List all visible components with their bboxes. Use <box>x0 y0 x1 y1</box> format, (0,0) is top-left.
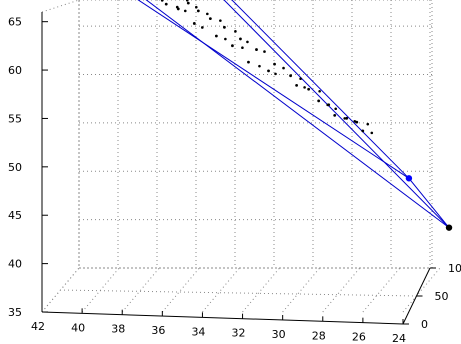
x-tick-label: 36 <box>151 324 165 337</box>
x-tick-label: 24 <box>392 332 406 344</box>
data-point <box>208 17 212 21</box>
data-point <box>201 26 204 29</box>
x-tick-label: 32 <box>232 327 246 340</box>
hull-vertex <box>445 224 453 231</box>
data-point <box>274 72 277 76</box>
data-point <box>234 30 237 33</box>
y-tick-label: 0 <box>421 318 428 331</box>
data-point <box>353 119 357 123</box>
hull-edge <box>231 0 410 179</box>
data-point <box>366 122 370 126</box>
hull-edge <box>223 0 450 228</box>
x-tick-label: 26 <box>352 331 366 344</box>
data-point <box>185 0 189 2</box>
data-point <box>370 131 374 135</box>
data-point <box>307 87 311 91</box>
y-tick-label: 100 <box>448 262 461 275</box>
hull-vertices <box>405 175 453 231</box>
data-point <box>231 44 234 48</box>
chart-axes <box>41 12 436 325</box>
grid-line-floor <box>121 267 160 313</box>
data-point <box>334 107 337 111</box>
z-tick-label: 50 <box>8 161 22 174</box>
chart-grid <box>41 0 441 313</box>
data-point <box>326 103 329 107</box>
data-point <box>263 50 266 53</box>
data-point <box>192 22 196 25</box>
data-point <box>258 64 261 68</box>
hull-vertex <box>405 175 413 182</box>
x-tick-label: 42 <box>31 320 45 333</box>
x-tick-labels: 42 40 38 36 34 32 30 28 26 24 <box>31 320 406 344</box>
data-point <box>160 0 164 2</box>
grid-line-floor <box>322 267 361 313</box>
data-point <box>361 129 365 133</box>
z-tick-label: 45 <box>8 209 22 222</box>
z-tick-label: 55 <box>8 112 22 125</box>
data-point <box>223 25 226 29</box>
data-point <box>186 1 190 5</box>
z-tick-labels: 35 40 45 50 55 60 65 <box>8 16 22 319</box>
back-wall <box>78 0 433 269</box>
data-point <box>289 74 292 78</box>
data-point <box>219 19 222 22</box>
y-tick-label: 50 <box>435 290 449 303</box>
x-tick-label: 34 <box>191 325 205 338</box>
grid-line-floor <box>161 267 200 313</box>
data-point <box>318 89 321 93</box>
data-point <box>164 2 168 6</box>
hull-edges <box>137 0 450 229</box>
data-point <box>241 46 244 50</box>
grid-line-floor <box>362 267 401 313</box>
data-point <box>239 37 242 41</box>
grid-line-floor <box>402 267 441 313</box>
grid-line-floor <box>202 267 240 313</box>
hull-edge <box>145 0 450 229</box>
z-tick-label: 40 <box>8 258 22 271</box>
grid-line-floor <box>242 267 280 313</box>
z-tick-label: 65 <box>8 16 22 29</box>
data-point <box>345 116 349 120</box>
data-point <box>183 9 187 13</box>
data-point <box>273 62 276 66</box>
grid-line-floor <box>282 267 321 313</box>
y-tick-labels: 0 50 100 <box>421 262 461 331</box>
data-point <box>303 86 306 89</box>
x-axis-line <box>41 311 404 325</box>
grid-line-floor <box>59 289 417 297</box>
data-point <box>355 120 359 124</box>
data-point <box>282 66 285 70</box>
data-point <box>247 60 250 64</box>
data-point <box>175 5 179 9</box>
grid-line-floor <box>81 267 120 313</box>
x-tick-label: 28 <box>312 329 326 342</box>
hull-edge <box>408 177 450 228</box>
x-tick-label: 30 <box>272 328 286 341</box>
hull-edge <box>137 0 410 179</box>
z-tick-label: 35 <box>8 306 22 319</box>
x-tick-label: 40 <box>71 321 85 334</box>
x-tick-label: 38 <box>111 323 125 336</box>
z-tick-label: 60 <box>8 64 22 77</box>
data-point <box>255 48 258 51</box>
data-point <box>333 113 337 117</box>
data-point <box>267 69 270 73</box>
data-point <box>214 34 218 38</box>
data-point <box>246 40 249 44</box>
data-point <box>343 117 347 120</box>
data-point <box>299 77 302 81</box>
data-point <box>317 99 321 103</box>
scatter-points <box>160 0 374 135</box>
data-point <box>224 37 227 41</box>
data-point <box>206 12 209 16</box>
data-point <box>196 9 200 13</box>
grid-line-side <box>41 0 80 13</box>
data-point <box>295 83 298 87</box>
data-point <box>195 5 198 9</box>
